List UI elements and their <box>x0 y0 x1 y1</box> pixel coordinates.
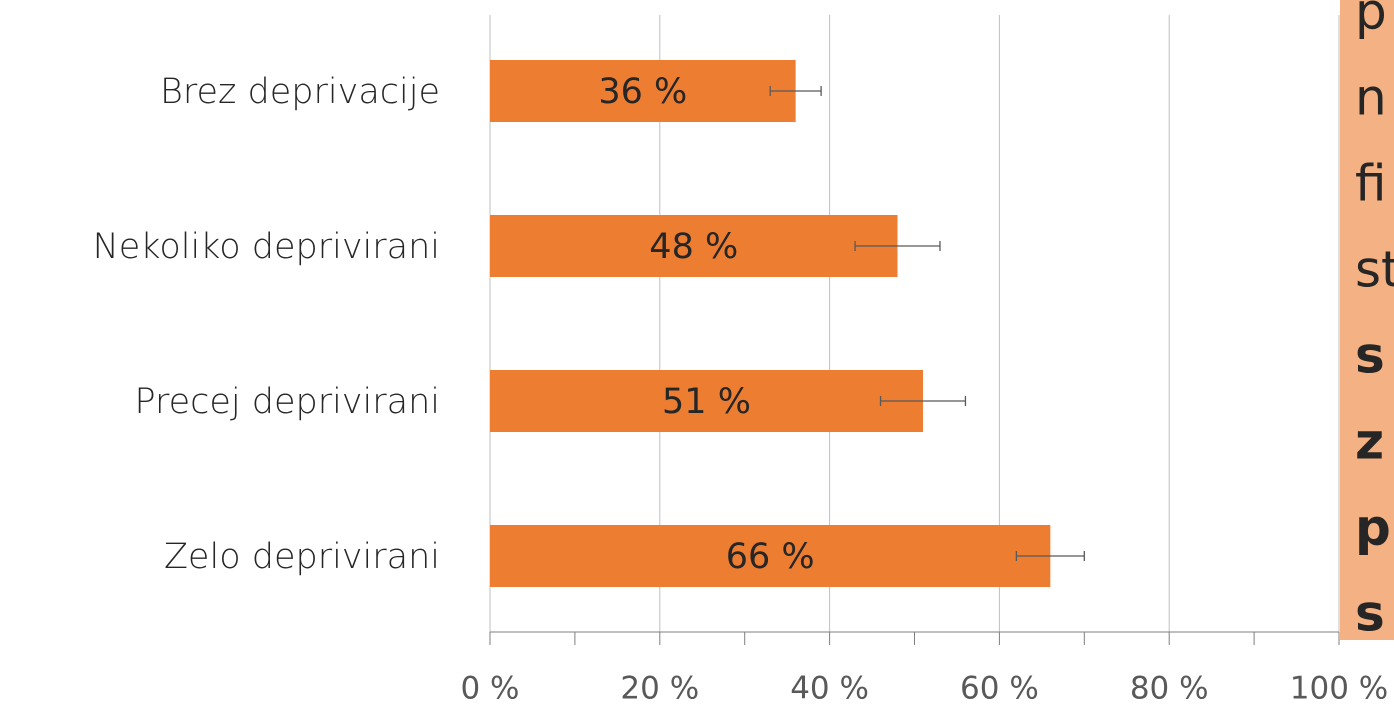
bar <box>490 370 923 432</box>
side-note-line: st <box>1355 241 1394 299</box>
side-note-line: z <box>1355 413 1384 471</box>
value-label: 48 % <box>649 227 738 267</box>
x-tick-label: 60 % <box>960 671 1039 705</box>
x-tick-label: 0 % <box>460 671 519 705</box>
value-label: 36 % <box>598 72 687 112</box>
side-note-line: p <box>1355 0 1387 41</box>
error-bar <box>1015 551 1085 561</box>
x-tick-label: 20 % <box>620 671 699 705</box>
error-bar <box>879 396 967 406</box>
x-tick-label: 40 % <box>790 671 869 705</box>
bar <box>490 60 796 122</box>
error-bar <box>854 241 941 251</box>
side-note-box <box>1340 0 1394 640</box>
side-note-line: n <box>1355 69 1387 127</box>
side-note-line: s <box>1355 327 1385 385</box>
value-label: 51 % <box>662 382 751 422</box>
bar <box>490 525 1051 587</box>
category-label: Brez deprivacije <box>160 72 440 112</box>
category-label: Zelo deprivirani <box>164 537 440 577</box>
error-bar <box>769 86 822 96</box>
side-note-line: s <box>1355 585 1385 643</box>
category-label: Precej deprivirani <box>134 382 440 422</box>
value-label: 66 % <box>726 537 815 577</box>
side-note-line: p <box>1355 499 1391 557</box>
side-note-line: fi <box>1355 155 1387 213</box>
x-tick-label: 80 % <box>1130 671 1209 705</box>
x-tick-label: 100 % <box>1290 671 1388 705</box>
category-label: Nekoliko deprivirani <box>93 227 440 267</box>
bar <box>490 215 898 277</box>
